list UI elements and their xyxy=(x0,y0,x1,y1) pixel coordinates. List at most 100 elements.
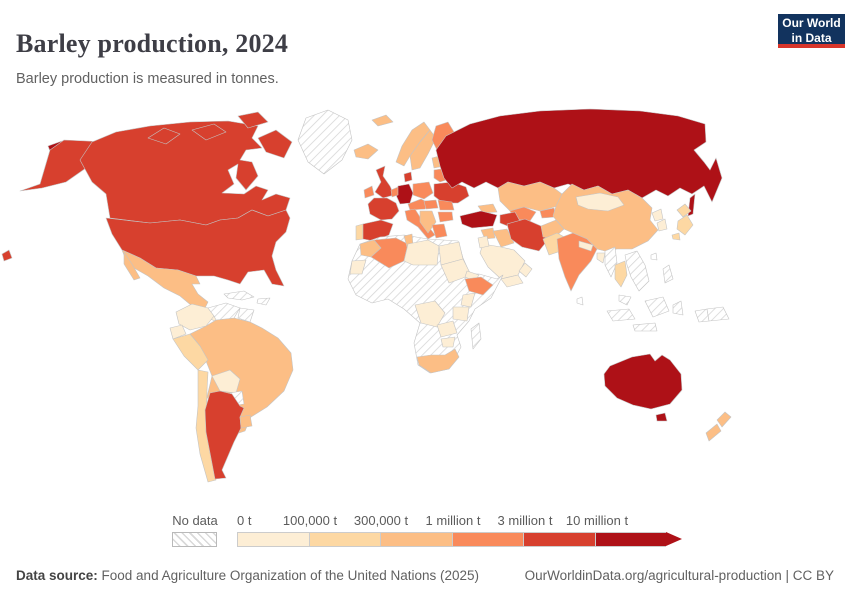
legend-bin-2[interactable] xyxy=(308,532,380,547)
region-usa-hawaii[interactable] xyxy=(1,249,13,262)
region-dr-congo[interactable] xyxy=(414,300,446,328)
region-mauritania-coast[interactable] xyxy=(349,259,367,275)
region-new-zealand-north[interactable] xyxy=(716,411,732,428)
world-map xyxy=(0,98,850,506)
region-myanmar[interactable] xyxy=(604,246,618,278)
legend-bin-6[interactable] xyxy=(594,532,666,547)
region-japan-kyushu[interactable] xyxy=(671,232,681,241)
region-sweden[interactable] xyxy=(409,129,437,171)
region-tanzania[interactable] xyxy=(452,306,470,322)
region-indonesia-java[interactable] xyxy=(632,322,658,332)
data-source-label: Data source: xyxy=(16,568,98,583)
choropleth-svg xyxy=(1,108,732,483)
region-hispaniola[interactable] xyxy=(256,297,271,306)
region-south-africa[interactable] xyxy=(416,348,460,374)
region-algeria[interactable] xyxy=(370,237,409,269)
region-australia[interactable] xyxy=(603,353,683,410)
footer-link[interactable]: OurWorldinData.org/agricultural-producti… xyxy=(524,568,834,583)
page-subtitle: Barley production is measured in tonnes. xyxy=(16,70,279,87)
region-indonesia-sulawesi[interactable] xyxy=(672,300,684,316)
legend-bin-1[interactable] xyxy=(237,532,309,547)
region-bulgaria[interactable] xyxy=(437,211,454,223)
region-belgium-netherlands[interactable] xyxy=(390,186,399,198)
region-france[interactable] xyxy=(367,197,400,221)
legend-tick-1: 100,000 t xyxy=(282,513,338,528)
region-north-korea[interactable] xyxy=(651,208,664,222)
region-ecuador[interactable] xyxy=(169,324,187,340)
region-jordan-israel[interactable] xyxy=(477,235,490,249)
region-oman[interactable] xyxy=(518,262,533,278)
region-mexico-baja[interactable] xyxy=(123,251,141,281)
region-canada-arctic-islands[interactable] xyxy=(191,123,227,141)
region-saudi-arabia[interactable] xyxy=(479,243,526,280)
region-ireland[interactable] xyxy=(363,185,375,199)
region-madagascar[interactable] xyxy=(470,322,482,350)
region-turkey[interactable] xyxy=(459,210,498,229)
region-australia-tasmania[interactable] xyxy=(655,412,668,422)
region-mongolia[interactable] xyxy=(575,192,625,212)
legend-bin-5[interactable] xyxy=(523,532,595,547)
region-yemen[interactable] xyxy=(500,274,524,288)
region-indochina[interactable] xyxy=(624,250,650,292)
region-cuba[interactable] xyxy=(223,290,255,301)
region-argentina[interactable] xyxy=(204,390,245,480)
region-japan-honshu[interactable] xyxy=(676,214,694,236)
region-canada-arctic-islands[interactable] xyxy=(147,127,181,145)
legend-bin-3[interactable] xyxy=(380,532,452,547)
region-guianas[interactable] xyxy=(237,307,255,323)
region-taiwan[interactable] xyxy=(650,252,658,261)
region-venezuela[interactable] xyxy=(207,302,241,321)
owid-logo-line2: in Data xyxy=(791,31,832,45)
legend-tick-4: 3 million t xyxy=(497,513,553,528)
footer: Data source: Food and Agriculture Organi… xyxy=(16,568,834,583)
region-indonesia-sumatra[interactable] xyxy=(606,308,636,322)
region-south-korea[interactable] xyxy=(656,218,668,232)
region-greece[interactable] xyxy=(431,223,448,239)
region-svalbard[interactable] xyxy=(371,114,394,127)
region-libya[interactable] xyxy=(403,239,440,266)
region-zimbabwe[interactable] xyxy=(440,336,456,348)
region-peru[interactable] xyxy=(172,333,209,371)
region-uruguay[interactable] xyxy=(239,414,253,429)
region-iceland[interactable] xyxy=(353,143,379,160)
legend-tick-2: 300,000 t xyxy=(353,513,409,528)
region-canada[interactable] xyxy=(79,120,291,226)
legend-tick-3: 1 million t xyxy=(425,513,481,528)
region-nepal[interactable] xyxy=(578,240,594,252)
region-germany[interactable] xyxy=(395,183,414,205)
region-indonesia-borneo[interactable] xyxy=(644,296,670,318)
region-canada-arctic-islands[interactable] xyxy=(257,129,293,159)
legend-bin-4[interactable] xyxy=(451,532,523,547)
region-mexico[interactable] xyxy=(121,249,209,311)
region-spain[interactable] xyxy=(362,219,394,242)
region-sri-lanka[interactable] xyxy=(576,296,584,306)
owid-logo[interactable]: Our World in Data xyxy=(778,14,845,48)
region-hungary[interactable] xyxy=(423,199,439,210)
legend-no-data-swatch[interactable] xyxy=(172,532,217,547)
region-zambia[interactable] xyxy=(436,320,458,338)
region-united-kingdom[interactable] xyxy=(374,165,395,199)
region-indonesia-papua[interactable] xyxy=(694,308,710,323)
region-canada-arctic-islands[interactable] xyxy=(237,111,269,129)
region-philippines[interactable] xyxy=(662,264,674,284)
region-iraq[interactable] xyxy=(492,228,515,248)
region-denmark[interactable] xyxy=(403,171,413,183)
region-new-zealand-south[interactable] xyxy=(705,423,722,442)
region-bangladesh[interactable] xyxy=(596,252,606,264)
region-portugal[interactable] xyxy=(355,223,364,241)
region-bolivia[interactable] xyxy=(211,369,241,394)
region-iran[interactable] xyxy=(506,218,548,252)
region-ethiopia[interactable] xyxy=(464,276,494,296)
region-russia[interactable] xyxy=(435,108,723,203)
region-greenland[interactable] xyxy=(297,109,353,175)
region-thailand[interactable] xyxy=(614,260,628,288)
region-balkans[interactable] xyxy=(419,210,437,234)
region-malaysia[interactable] xyxy=(618,294,632,306)
region-caucasus[interactable] xyxy=(477,203,498,214)
region-japan-hokkaido[interactable] xyxy=(676,203,692,218)
region-papua-new-guinea[interactable] xyxy=(706,306,730,322)
region-poland[interactable] xyxy=(412,181,434,200)
region-romania[interactable] xyxy=(437,199,455,211)
region-kenya[interactable] xyxy=(460,292,476,308)
